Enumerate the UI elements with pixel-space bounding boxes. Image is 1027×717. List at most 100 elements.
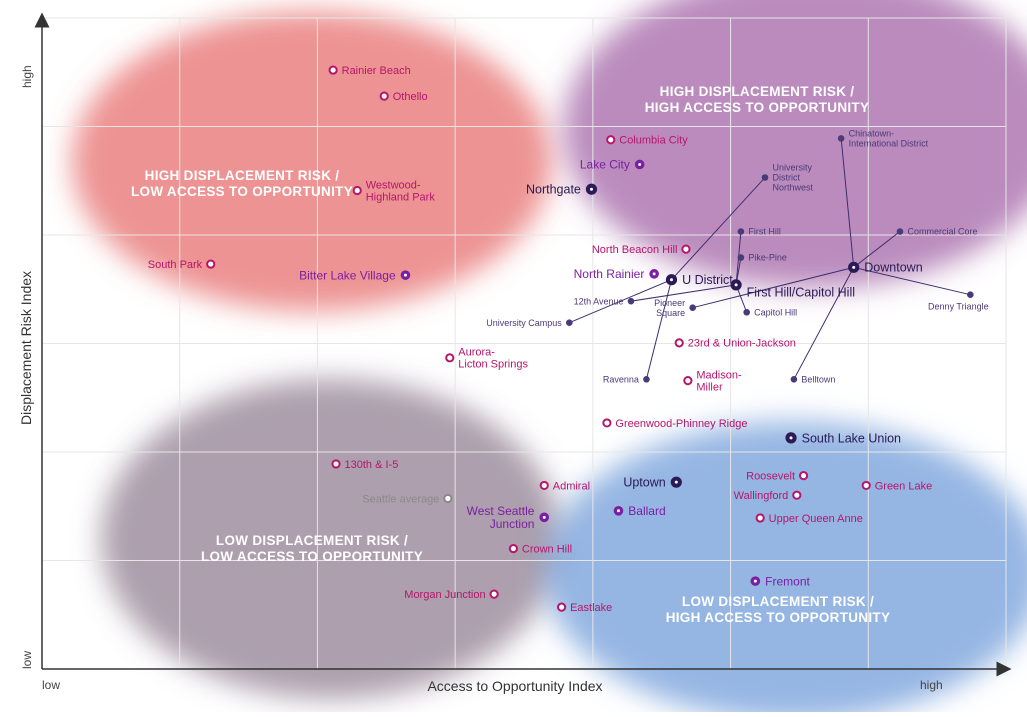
label-belltown: Belltown — [801, 374, 835, 384]
label-wallingford: Wallingford — [734, 490, 789, 502]
point-ravenna: Ravenna — [603, 374, 650, 384]
label-seattle-average: Seattle average — [362, 493, 439, 505]
x-tick-high: high — [920, 678, 943, 692]
label-north-rainier: North Rainier — [574, 267, 645, 281]
marker-pioneer-square — [689, 304, 696, 311]
connector-line — [630, 284, 737, 302]
marker-center-west-seattle-junction — [542, 515, 546, 519]
marker-north-beacon-hill — [681, 244, 691, 254]
quadrant-label-hdl: HIGH DISPLACEMENT RISK / LOW ACCESS TO OP… — [131, 168, 353, 199]
label-23rd-union-jackson: 23rd & Union-Jackson — [688, 338, 796, 350]
marker-center-ballard — [616, 509, 620, 513]
marker-university-campus — [566, 319, 573, 326]
data-points: Rainier Beach Othello Columbia City Westwoo… — [148, 65, 989, 614]
marker-madison-miller — [683, 376, 693, 386]
point-upper-queen-anne: Upper Queen Anne — [755, 513, 863, 525]
label-admiral: Admiral — [553, 480, 590, 492]
marker-pike-pine — [737, 254, 745, 261]
label-upper-queen-anne: Upper Queen Anne — [769, 513, 863, 525]
quadrant-region-ldh — [543, 421, 1027, 717]
label-denny-triangle: Denny Triangle — [928, 302, 989, 312]
quadrant-region-hdl — [71, 11, 552, 312]
marker-commercial-core — [896, 228, 904, 235]
label-university-district-northwest: University District Northwest — [773, 163, 814, 193]
label-rainier-beach: Rainier Beach — [342, 65, 411, 77]
point-ballard: Ballard — [613, 504, 666, 518]
connector-line — [692, 266, 854, 309]
marker-rainier-beach — [328, 65, 338, 75]
point-seattle-average: Seattle average — [362, 493, 453, 505]
label-fremont: Fremont — [765, 574, 810, 588]
marker-ravenna — [643, 376, 650, 383]
point-12th-avenue: 12th Avenue — [574, 296, 635, 306]
label-eastlake: Eastlake — [570, 602, 612, 614]
quadrant-region-hdh — [563, 0, 1027, 289]
marker-upper-queen-anne — [755, 513, 765, 523]
connector-line — [671, 177, 766, 281]
point-northgate: Northgate — [526, 183, 598, 197]
point-madison-miller: Madison-Miller — [683, 369, 742, 393]
label-first-hill: First Hill — [748, 227, 781, 237]
connector-line — [645, 279, 672, 380]
marker-center-south-lake-union — [789, 436, 793, 440]
marker-wallingford — [792, 490, 802, 500]
quadrant-label-ldl: LOW DISPLACEMENT RISK / LOW ACCESS TO OPP… — [201, 533, 423, 564]
marker-center-lake-city — [638, 162, 642, 166]
label-ballard: Ballard — [628, 504, 665, 518]
marker-roosevelt — [798, 471, 809, 481]
point-chinatown-international-district: Chinatown-International District — [837, 129, 929, 149]
connector-line — [853, 266, 971, 296]
point-130th-i-5: 130th & I-5 — [331, 459, 398, 471]
marker-chinatown-international-district — [837, 135, 845, 142]
marker-green-lake — [861, 480, 871, 491]
x-axis-title: Access to Opportunity Index — [427, 678, 602, 694]
label-green-lake: Green Lake — [875, 480, 932, 492]
label-downtown: Downtown — [864, 261, 922, 275]
marker-denny-triangle — [967, 291, 974, 298]
label-roosevelt: Roosevelt — [746, 471, 795, 483]
quadrant-label-hdh: HIGH DISPLACEMENT RISK / HIGH ACCESS TO O… — [645, 84, 870, 115]
label-capitol-hill: Capitol Hill — [754, 307, 797, 317]
point-wallingford: Wallingford — [734, 490, 802, 502]
point-columbia-city: Columbia City — [606, 135, 688, 147]
marker-belltown — [790, 376, 798, 383]
y-axis-title: Displacement Risk Index — [18, 271, 34, 425]
marker-seattle-average — [443, 493, 453, 504]
label-pike-pine: Pike-Pine — [748, 253, 787, 263]
label-northgate: Northgate — [526, 183, 581, 197]
marker-aurora-licton-springs — [445, 353, 455, 363]
point-admiral: Admiral — [539, 480, 590, 492]
point-eastlake: Eastlake — [556, 602, 612, 614]
point-downtown: Downtown — [848, 261, 923, 275]
point-pike-pine: Pike-Pine — [737, 253, 787, 263]
marker-center-bitter-lake-village — [403, 273, 407, 277]
marker-center-northgate — [589, 187, 593, 191]
point-bitter-lake-village: Bitter Lake Village — [299, 268, 411, 282]
neighborhood-connectors — [569, 138, 971, 380]
point-rainier-beach: Rainier Beach — [328, 65, 411, 77]
point-greenwood-phinney-ridge: Greenwood-Phinney Ridge — [602, 418, 747, 430]
label-u-district: U District — [682, 273, 733, 287]
marker-south-park — [206, 259, 216, 269]
marker-university-district-northwest — [761, 174, 769, 181]
point-university-campus: University Campus — [486, 318, 573, 328]
label-crown-hill: Crown Hill — [522, 543, 572, 555]
marker-greenwood-phinney-ridge — [602, 418, 612, 428]
label-greenwood-phinney-ridge: Greenwood-Phinney Ridge — [615, 418, 747, 430]
point-south-park: South Park — [148, 259, 216, 271]
point-23rd-union-jackson: 23rd & Union-Jackson — [674, 338, 796, 350]
label-columbia-city: Columbia City — [619, 135, 688, 147]
label-westwood-highland-park: Westwood-Highland Park — [366, 179, 436, 203]
point-north-beacon-hill: North Beacon Hill — [592, 244, 691, 256]
quadrant-regions — [71, 0, 1027, 717]
label-university-campus: University Campus — [486, 318, 562, 328]
marker-admiral — [539, 480, 549, 491]
point-westwood-highland-park: Westwood-Highland Park — [352, 179, 436, 203]
label-othello: Othello — [393, 91, 428, 103]
point-south-lake-union: South Lake Union — [785, 431, 901, 445]
point-belltown: Belltown — [790, 374, 835, 384]
point-first-hill: First Hill — [737, 227, 781, 237]
marker-23rd-union-jackson — [674, 338, 684, 348]
label-north-beacon-hill: North Beacon Hill — [592, 244, 678, 256]
connector-line — [569, 279, 672, 324]
